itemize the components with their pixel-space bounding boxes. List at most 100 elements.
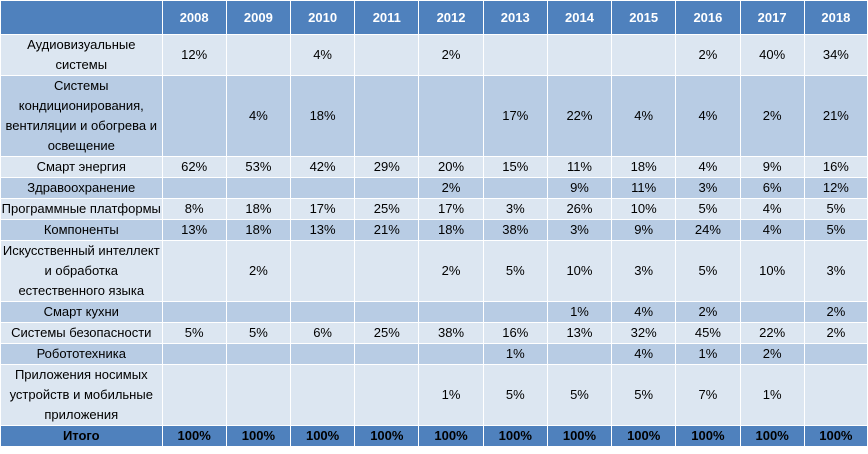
value-cell: 53% xyxy=(225,156,291,178)
year-header: 2015 xyxy=(611,0,677,35)
value-cell xyxy=(546,34,613,76)
value-cell xyxy=(161,364,227,426)
total-cell: 100% xyxy=(546,425,613,447)
year-header: 2013 xyxy=(482,0,548,35)
value-cell: 13% xyxy=(289,219,356,241)
value-cell: 22% xyxy=(546,75,613,157)
value-cell: 42% xyxy=(289,156,356,178)
total-cell: 100% xyxy=(289,425,356,447)
value-cell xyxy=(161,177,227,199)
value-cell xyxy=(289,343,356,365)
value-cell: 10% xyxy=(546,240,613,302)
row-label: Аудиовизуальные системы xyxy=(0,34,163,76)
value-cell: 3% xyxy=(675,177,741,199)
value-cell xyxy=(739,301,805,323)
table-row: Смарт энергия 62% 53% 42% 29% 20% 15% 11% 18% 4% 9… xyxy=(0,156,868,178)
value-cell: 11% xyxy=(611,177,677,199)
value-cell: 4% xyxy=(611,301,677,323)
header-corner xyxy=(0,0,163,35)
year-header: 2010 xyxy=(289,0,356,35)
total-cell: 100% xyxy=(418,425,484,447)
total-cell: 100% xyxy=(611,425,677,447)
value-cell xyxy=(482,34,548,76)
value-cell: 1% xyxy=(739,364,805,426)
value-cell xyxy=(354,34,420,76)
value-cell xyxy=(225,343,291,365)
value-cell: 3% xyxy=(803,240,868,302)
value-cell: 7% xyxy=(675,364,741,426)
value-cell: 4% xyxy=(289,34,356,76)
value-cell: 21% xyxy=(354,219,420,241)
value-cell: 32% xyxy=(611,322,677,344)
value-cell: 5% xyxy=(675,198,741,220)
value-cell xyxy=(611,34,677,76)
value-cell: 10% xyxy=(611,198,677,220)
value-cell: 5% xyxy=(611,364,677,426)
total-cell: 100% xyxy=(354,425,420,447)
value-cell: 9% xyxy=(546,177,613,199)
value-cell: 3% xyxy=(546,219,613,241)
value-cell xyxy=(289,177,356,199)
header-row: 2008 2009 2010 2011 2012 2013 2014 2015 … xyxy=(0,0,868,35)
year-header: 2014 xyxy=(546,0,613,35)
total-row: Итого 100% 100% 100% 100% 100% 100% 100% 100% 100… xyxy=(0,425,868,447)
value-cell: 5% xyxy=(803,219,868,241)
year-header: 2016 xyxy=(675,0,741,35)
value-cell xyxy=(289,364,356,426)
value-cell: 18% xyxy=(289,75,356,157)
value-cell xyxy=(225,364,291,426)
value-cell: 5% xyxy=(675,240,741,302)
value-cell xyxy=(354,343,420,365)
value-cell: 1% xyxy=(482,343,548,365)
value-cell: 2% xyxy=(675,34,741,76)
value-cell: 1% xyxy=(418,364,484,426)
row-label: Смарт кухни xyxy=(0,301,163,323)
value-cell: 13% xyxy=(546,322,613,344)
value-cell: 18% xyxy=(225,198,291,220)
row-label: Искусственный интеллект и обработка есте… xyxy=(0,240,163,302)
value-cell: 18% xyxy=(225,219,291,241)
table-row: Компоненты 13% 18% 13% 21% 18% 38% 3% 9% 24% 4% 5% xyxy=(0,219,868,241)
total-label: Итого xyxy=(0,425,163,447)
value-cell: 4% xyxy=(739,219,805,241)
table-body: Аудиовизуальные системы 12% 4% 2% 2% 40% 34% Си… xyxy=(0,34,868,447)
value-cell xyxy=(354,301,420,323)
value-cell: 26% xyxy=(546,198,613,220)
value-cell xyxy=(225,34,291,76)
value-cell: 5% xyxy=(482,364,548,426)
value-cell: 20% xyxy=(418,156,484,178)
value-cell xyxy=(161,301,227,323)
total-cell: 100% xyxy=(225,425,291,447)
value-cell: 9% xyxy=(611,219,677,241)
value-cell: 3% xyxy=(482,198,548,220)
value-cell: 21% xyxy=(803,75,868,157)
table-row: Смарт кухни 1% 4% 2% 2% xyxy=(0,301,868,323)
value-cell xyxy=(482,177,548,199)
value-cell: 6% xyxy=(289,322,356,344)
value-cell: 11% xyxy=(546,156,613,178)
value-cell: 17% xyxy=(482,75,548,157)
year-header: 2018 xyxy=(803,0,868,35)
value-cell: 40% xyxy=(739,34,805,76)
value-cell: 25% xyxy=(354,198,420,220)
value-cell xyxy=(803,343,868,365)
value-cell: 10% xyxy=(739,240,805,302)
row-label: Программные платформы xyxy=(0,198,163,220)
row-label: Системы кондиционирования, вентиляции и … xyxy=(0,75,163,157)
value-cell xyxy=(803,364,868,426)
value-cell xyxy=(225,301,291,323)
year-header: 2012 xyxy=(418,0,484,35)
value-cell: 1% xyxy=(675,343,741,365)
value-cell: 2% xyxy=(739,343,805,365)
value-cell xyxy=(354,75,420,157)
row-label: Смарт энергия xyxy=(0,156,163,178)
value-cell: 13% xyxy=(161,219,227,241)
row-label: Робототехника xyxy=(0,343,163,365)
value-cell: 16% xyxy=(482,322,548,344)
total-cell: 100% xyxy=(482,425,548,447)
value-cell: 17% xyxy=(289,198,356,220)
value-cell: 2% xyxy=(225,240,291,302)
value-cell: 45% xyxy=(675,322,741,344)
value-cell: 18% xyxy=(418,219,484,241)
